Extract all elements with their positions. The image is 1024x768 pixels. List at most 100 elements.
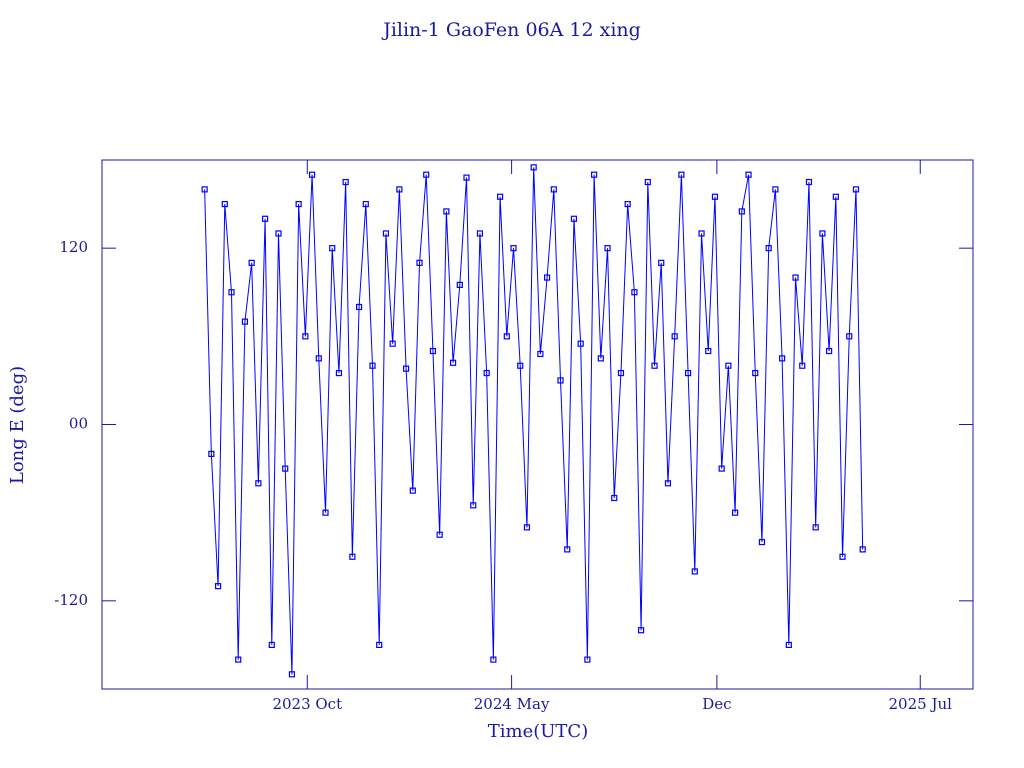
data-point <box>248 259 255 266</box>
y-axis-label: Long E (deg) <box>7 366 28 484</box>
data-point <box>288 671 296 678</box>
data-point <box>772 186 779 193</box>
data-point <box>617 369 625 377</box>
data-point <box>785 641 792 649</box>
data-point <box>228 289 235 296</box>
data-point <box>705 347 712 355</box>
data-point <box>631 289 638 296</box>
data-point <box>255 480 262 487</box>
data-point <box>537 350 544 358</box>
data-point <box>349 553 356 560</box>
data-point <box>765 245 772 252</box>
data-point <box>268 641 275 649</box>
data-point <box>658 259 665 266</box>
data-point <box>590 171 598 178</box>
data-point <box>732 509 739 516</box>
data-point <box>416 259 423 266</box>
data-point <box>691 568 698 575</box>
data-point <box>463 174 470 181</box>
data-point <box>376 641 383 649</box>
data-point <box>362 200 369 208</box>
y-tick-label: 00 <box>69 415 88 433</box>
data-point <box>826 347 833 355</box>
data-point <box>261 215 269 222</box>
data-point <box>832 193 839 200</box>
data-point <box>839 553 846 560</box>
data-point <box>369 362 376 369</box>
data-point <box>758 538 766 546</box>
data-point <box>711 193 719 200</box>
data-point <box>637 627 645 634</box>
plot-frame <box>101 159 974 690</box>
data-point <box>449 359 457 366</box>
data-point <box>846 333 853 340</box>
data-point <box>201 186 208 193</box>
data-point <box>241 318 249 325</box>
data-point <box>302 333 309 340</box>
data-point <box>443 208 450 215</box>
data-point <box>295 200 302 208</box>
data-point <box>530 164 537 171</box>
data-point <box>611 494 618 502</box>
data-point <box>456 281 463 289</box>
data-point <box>329 245 336 252</box>
x-tick-label: 2025 Jul <box>889 695 953 713</box>
data-point <box>429 347 437 355</box>
data-point <box>389 340 396 347</box>
data-point <box>436 531 443 538</box>
data-point <box>282 465 289 472</box>
data-point <box>543 274 551 281</box>
data-point <box>819 230 826 237</box>
data-point <box>725 362 732 369</box>
data-point <box>584 656 591 663</box>
data-point <box>738 208 745 215</box>
data-point <box>664 480 672 487</box>
data-point <box>517 362 524 369</box>
data-point <box>483 369 490 377</box>
data-point <box>342 178 349 186</box>
data-point <box>510 245 517 252</box>
data-point <box>698 230 705 237</box>
data-line <box>204 167 864 675</box>
x-axis-label: Time(UTC) <box>488 721 588 742</box>
data-point <box>496 193 504 200</box>
data-point <box>570 215 578 222</box>
data-point <box>852 186 860 193</box>
data-point <box>214 583 222 590</box>
data-point <box>490 656 497 663</box>
data-point <box>275 230 282 237</box>
data-point <box>644 178 651 186</box>
data-point <box>792 274 799 281</box>
data-point <box>208 450 215 457</box>
data-point <box>779 355 786 362</box>
data-point <box>564 546 571 553</box>
data-point <box>752 369 759 377</box>
y-tick-label: 120 <box>59 238 88 256</box>
data-point <box>409 487 416 494</box>
data-point <box>308 171 316 178</box>
data-point <box>859 546 866 553</box>
chart-title: Jilin-1 GaoFen 06A 12 xing <box>381 19 641 41</box>
data-point <box>799 362 806 369</box>
data-point <box>604 245 611 252</box>
data-point <box>651 362 658 369</box>
data-point <box>235 656 242 663</box>
x-tick-label: 2023 Oct <box>272 695 342 713</box>
data-point <box>470 502 477 509</box>
data-point <box>685 369 692 377</box>
x-tick-label: 2024 May <box>474 695 550 713</box>
data-point <box>396 186 403 193</box>
data-point <box>550 186 557 193</box>
data-point <box>503 333 510 340</box>
data-point <box>577 340 584 347</box>
data-point <box>315 355 322 362</box>
data-point <box>624 200 631 208</box>
data-point <box>402 365 410 372</box>
data-point <box>322 509 329 516</box>
data-point <box>718 465 725 472</box>
data-point <box>335 369 343 377</box>
data-point <box>382 230 390 237</box>
data-point <box>597 355 604 362</box>
